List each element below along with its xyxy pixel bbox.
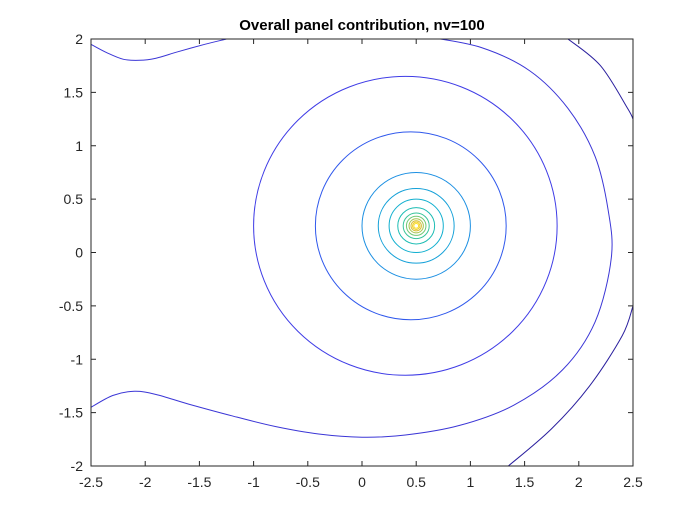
y-tick-label: 2	[75, 31, 83, 47]
x-tick-label: -1.5	[187, 474, 211, 490]
contour-level	[388, 198, 444, 253]
contour-level	[377, 187, 455, 264]
contour-top-left	[91, 39, 227, 61]
contour-lower-right	[507, 305, 633, 466]
x-tick-label: 2	[575, 474, 583, 490]
y-tick-label: -1	[71, 351, 84, 367]
x-tick-label: 0	[358, 474, 366, 490]
x-tick-label: 2.5	[623, 474, 643, 490]
contour-level	[405, 215, 427, 236]
contour-level	[402, 212, 430, 240]
y-axis: -2 -1.5 -1 -0.5 0 0.5 1 1.5 2	[59, 31, 633, 474]
contour-level	[413, 222, 420, 229]
plot-area	[91, 39, 633, 466]
y-tick-label: 0	[75, 245, 83, 261]
contour-lower	[91, 39, 613, 438]
contour-lines	[91, 39, 633, 466]
contour-level	[410, 220, 422, 232]
y-tick-label: -2	[71, 458, 84, 474]
y-tick-label: 0.5	[64, 191, 84, 207]
contour-level	[412, 221, 421, 230]
contour-level	[397, 207, 436, 245]
x-tick-label: 0.5	[406, 474, 426, 490]
y-tick-label: 1	[75, 138, 83, 154]
contour-level	[314, 131, 507, 321]
x-axis: -2.5 -2 -1.5 -1 -0.5 0 0.5 1 1.5 2 2.5	[79, 39, 643, 490]
y-tick-label: -1.5	[59, 405, 83, 421]
y-tick-label: 1.5	[64, 84, 84, 100]
contour-far-right	[567, 39, 633, 120]
x-tick-label: 1	[467, 474, 475, 490]
contour-level	[253, 75, 558, 376]
x-tick-label: -0.5	[296, 474, 320, 490]
x-tick-label: 1.5	[515, 474, 535, 490]
y-tick-label: -0.5	[59, 298, 83, 314]
x-tick-label: -1	[247, 474, 260, 490]
x-tick-label: -2.5	[79, 474, 103, 490]
contour-level	[361, 171, 471, 280]
chart-title: Overall panel contribution, nv=100	[239, 17, 485, 34]
x-tick-label: -2	[139, 474, 152, 490]
contour-level	[408, 218, 424, 234]
